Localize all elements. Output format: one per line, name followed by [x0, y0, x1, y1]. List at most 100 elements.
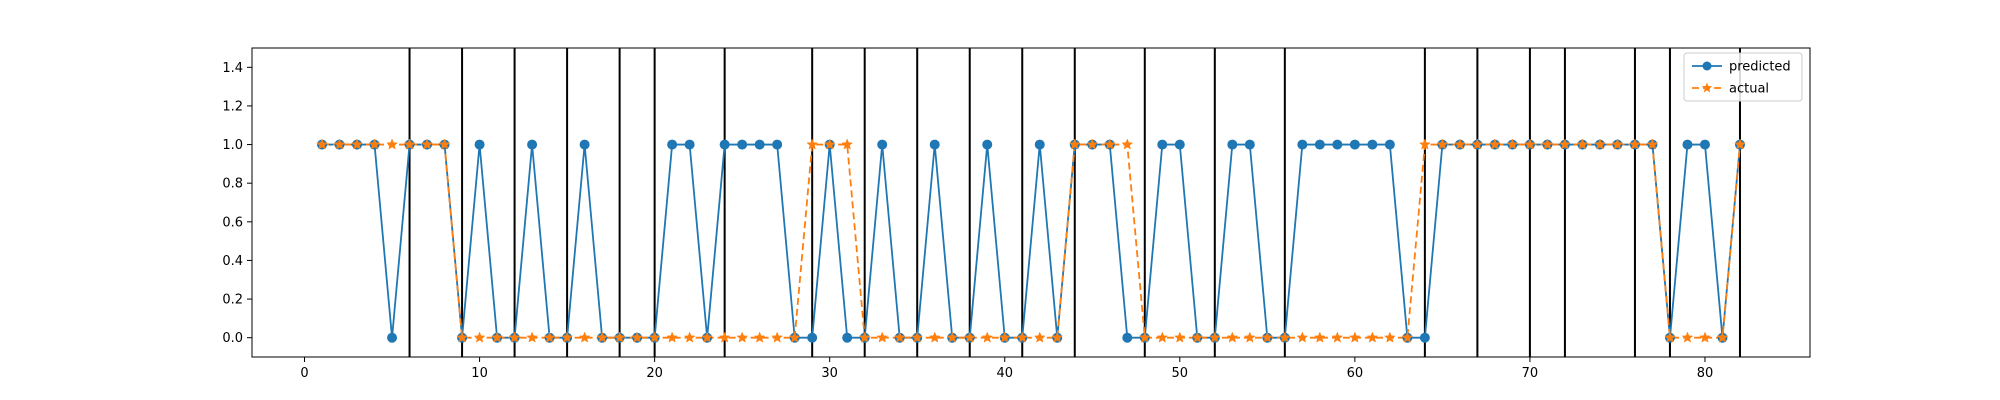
point-actual-78	[1664, 331, 1676, 343]
point-actual-29	[806, 138, 819, 150]
point-actual-17	[596, 331, 608, 343]
point-actual-72	[1559, 138, 1571, 150]
x-tick-label-2: 20	[646, 366, 663, 381]
point-actual-53	[1226, 331, 1239, 343]
point-predicted-59	[1332, 139, 1343, 150]
x-tick-label-0: 0	[300, 366, 308, 381]
y-tick-label-4: 0.8	[222, 177, 243, 192]
point-actual-10	[473, 331, 486, 343]
point-actual-13	[526, 331, 538, 343]
point-actual-79	[1681, 331, 1694, 343]
point-actual-38	[963, 331, 976, 343]
point-predicted-42	[1034, 139, 1045, 150]
point-actual-63	[1401, 331, 1414, 343]
legend-marker-actual	[1701, 82, 1713, 93]
legend-label-predicted: predicted	[1729, 60, 1791, 75]
point-actual-61	[1366, 331, 1379, 343]
point-actual-52	[1208, 331, 1221, 343]
point-actual-7	[421, 138, 433, 150]
point-actual-64	[1419, 138, 1431, 150]
point-actual-39	[981, 331, 994, 343]
y-tick-label-3: 0.6	[222, 215, 243, 230]
point-actual-47	[1121, 138, 1134, 150]
series-line-actual	[322, 143, 1741, 339]
point-actual-62	[1383, 331, 1396, 343]
point-actual-80	[1699, 331, 1711, 343]
point-actual-60	[1348, 331, 1361, 343]
point-actual-20	[648, 331, 661, 343]
point-actual-16	[578, 331, 591, 343]
x-tick-label-1: 10	[471, 366, 488, 381]
x-tick-label-5: 50	[1172, 366, 1189, 381]
y-tick-label-5: 1.0	[222, 138, 243, 153]
point-actual-5	[386, 138, 398, 150]
point-predicted-58	[1314, 139, 1325, 150]
point-actual-19	[631, 331, 643, 343]
point-predicted-16	[579, 139, 590, 150]
y-tick-label-2: 0.4	[222, 254, 243, 269]
point-actual-4	[368, 138, 381, 150]
point-actual-9	[456, 331, 468, 343]
x-tick-label-4: 40	[996, 366, 1013, 381]
point-predicted-80	[1699, 139, 1710, 150]
point-actual-46	[1103, 138, 1116, 150]
point-actual-42	[1033, 331, 1046, 343]
point-predicted-36	[929, 139, 940, 150]
point-actual-24	[718, 331, 731, 343]
point-actual-8	[438, 138, 451, 150]
plot-area	[251, 47, 1811, 358]
y-axis: 0.0 0.2 0.4 0.6 0.8 1.0 1.2 1.4	[222, 61, 252, 346]
point-actual-43	[1051, 331, 1064, 343]
point-actual-67	[1471, 138, 1484, 150]
point-predicted-27	[772, 139, 783, 150]
point-actual-66	[1454, 138, 1466, 150]
point-actual-56	[1278, 331, 1291, 343]
legend-marker-predicted	[1702, 61, 1712, 71]
x-tick-label-6: 60	[1347, 366, 1364, 381]
point-predicted-39	[982, 139, 993, 150]
point-predicted-22	[684, 139, 695, 150]
point-actual-48	[1138, 331, 1151, 343]
y-tick-label-1: 0.2	[222, 293, 243, 308]
point-predicted-54	[1244, 139, 1255, 150]
point-predicted-79	[1682, 139, 1693, 150]
point-actual-82	[1734, 138, 1746, 150]
point-actual-44	[1068, 138, 1081, 150]
point-actual-59	[1331, 331, 1344, 343]
point-predicted-31	[842, 332, 853, 343]
point-actual-55	[1261, 331, 1274, 343]
point-actual-45	[1086, 138, 1099, 150]
point-actual-32	[858, 331, 871, 343]
point-actual-22	[683, 331, 696, 343]
x-axis: 0 10 20 30 40 50 60 70 80	[300, 357, 1713, 381]
point-actual-12	[508, 331, 521, 343]
point-predicted-29	[807, 332, 818, 343]
point-predicted-26	[754, 139, 765, 150]
point-actual-11	[491, 331, 503, 343]
point-predicted-64	[1419, 332, 1430, 343]
point-actual-58	[1313, 331, 1326, 343]
point-actual-18	[613, 331, 626, 343]
point-actual-50	[1173, 331, 1186, 343]
point-actual-36	[928, 331, 941, 343]
legend-label-actual: actual	[1729, 82, 1769, 97]
point-predicted-10	[474, 139, 485, 150]
point-predicted-47	[1122, 332, 1133, 343]
point-actual-34	[893, 331, 906, 343]
point-actual-1	[316, 138, 328, 150]
point-actual-35	[911, 331, 924, 343]
point-actual-77	[1646, 138, 1659, 150]
point-actual-75	[1611, 138, 1624, 150]
point-actual-30	[823, 138, 836, 150]
point-predicted-53	[1227, 139, 1238, 150]
point-actual-2	[333, 138, 346, 150]
point-actual-33	[876, 331, 889, 343]
point-actual-73	[1576, 138, 1589, 150]
point-actual-69	[1506, 138, 1519, 150]
point-predicted-33	[877, 139, 888, 150]
point-actual-21	[666, 331, 679, 343]
plot-frame	[251, 47, 1811, 358]
point-actual-76	[1629, 138, 1641, 150]
